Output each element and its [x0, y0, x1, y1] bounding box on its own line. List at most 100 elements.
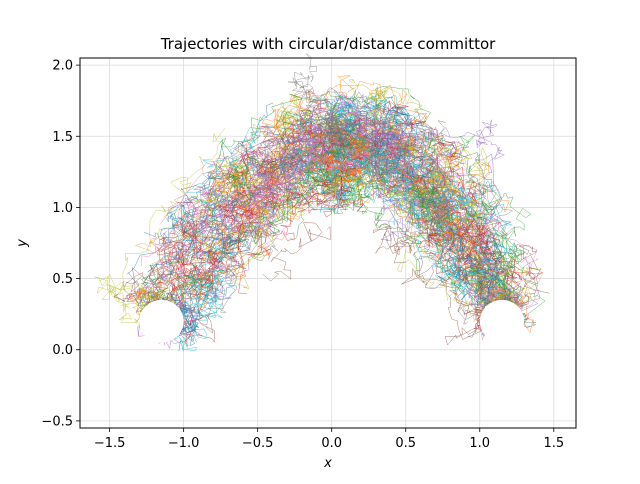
- trajectory-line: [348, 195, 428, 277]
- trajectory-line: [478, 179, 518, 277]
- trajectory-line: [186, 126, 326, 264]
- plot-frame: [79, 57, 577, 429]
- y-axis-label: y: [15, 239, 30, 248]
- trajectory-line: [261, 150, 305, 196]
- trajectory-line: [262, 222, 331, 282]
- trajectory-line: [434, 211, 519, 302]
- trajectory-line: [129, 239, 203, 318]
- trajectory-line: [94, 273, 152, 324]
- x-tick-label: −1.5: [94, 436, 126, 451]
- y-tick-label: 0.5: [52, 272, 73, 287]
- trajectory-line: [154, 185, 288, 341]
- trajectory-line: [328, 164, 373, 212]
- trajectory-line: [453, 219, 500, 313]
- trajectory-line: [238, 215, 295, 295]
- trajectory-line: [308, 176, 351, 218]
- trajectory-line: [354, 127, 418, 191]
- trajectory-line: [373, 220, 419, 264]
- trajectory-line: [287, 53, 327, 105]
- x-tick-label: −1.0: [168, 436, 200, 451]
- trajectory-line: [415, 157, 540, 334]
- trajectory-line: [252, 132, 335, 173]
- trajectory-line: [385, 165, 476, 296]
- x-tick-label: 0.5: [395, 436, 416, 451]
- trajectory-line: [414, 212, 469, 244]
- trajectory-line: [254, 130, 371, 213]
- trajectory-line: [219, 105, 371, 180]
- y-tick-label: 1.0: [52, 201, 73, 216]
- trajectory-line: [96, 128, 226, 300]
- trajectory-line: [248, 110, 397, 166]
- trajectory-line: [374, 185, 414, 241]
- trajectory-line: [252, 98, 411, 176]
- y-tick-label: 2.0: [52, 59, 73, 74]
- trajectory-line: [238, 185, 283, 235]
- trajectory-line: [235, 105, 330, 189]
- trajectory-line: [189, 228, 246, 310]
- y-tick-label: 1.5: [52, 130, 73, 145]
- trajectory-line: [232, 160, 313, 209]
- trajectory-line: [434, 264, 481, 296]
- trajectory-line: [186, 171, 234, 242]
- trajectory-line: [321, 122, 354, 157]
- trajectory-line: [443, 195, 505, 333]
- trajectory-line: [451, 167, 509, 283]
- trajectory-line: [212, 173, 248, 204]
- trajectory-line: [259, 137, 381, 212]
- trajectory-line: [144, 195, 199, 246]
- trajectory-line: [276, 86, 431, 128]
- trajectory-line: [190, 223, 238, 258]
- trajectory-line: [455, 187, 509, 260]
- trajectory-line: [347, 78, 473, 166]
- trajectory-line: [323, 113, 376, 159]
- trajectory-line: [327, 103, 369, 142]
- trajectory-line: [381, 100, 479, 205]
- trajectory-line: [149, 199, 240, 283]
- trajectory-line: [181, 265, 229, 352]
- trajectory-line: [271, 134, 353, 183]
- trajectory-line: [190, 248, 225, 306]
- trajectory-line: [443, 233, 506, 298]
- trajectory-line: [131, 176, 242, 313]
- trajectory-line: [215, 181, 279, 224]
- trajectory-line: [495, 248, 518, 312]
- trajectory-line: [316, 100, 473, 183]
- trajectory-line: [169, 300, 204, 347]
- trajectory-line: [422, 155, 478, 223]
- x-tick-label: 1.5: [543, 436, 564, 451]
- trajectory-line: [215, 90, 359, 175]
- trajectory-line: [389, 199, 449, 301]
- trajectory-line: [259, 153, 310, 207]
- trajectory-line: [451, 119, 506, 193]
- trajectory-line: [326, 127, 437, 188]
- trajectory-line: [251, 120, 321, 178]
- x-tick-label: −0.5: [242, 436, 274, 451]
- trajectory-line: [396, 170, 468, 232]
- trajectory-line: [292, 167, 364, 215]
- trajectory-line: [432, 166, 482, 269]
- trajectory-line: [402, 166, 504, 316]
- trajectory-line: [185, 143, 265, 196]
- y-tick-label: −0.5: [41, 414, 73, 429]
- trajectory-line: [207, 180, 281, 266]
- trajectory-line: [170, 255, 244, 324]
- trajectory-line: [367, 165, 443, 235]
- trajectory-line: [198, 178, 276, 287]
- y-tick-label: 0.0: [52, 343, 73, 358]
- trajectory-line: [241, 164, 315, 235]
- left-basin-cutout: [139, 299, 184, 343]
- trajectory-line: [249, 96, 435, 150]
- trajectory-line: [362, 87, 406, 132]
- trajectory-line: [367, 100, 513, 255]
- trajectory-line: [210, 156, 334, 286]
- trajectory-line: [209, 103, 367, 200]
- trajectory-line: [170, 116, 264, 261]
- trajectory-line: [200, 192, 301, 290]
- tick-layer: −1.5 −1.0 −0.5 0.0 0.5 1.0 1.5 −0.5 0.0 0.5 1.0 1.5…: [41, 59, 564, 451]
- trajectory-line: [416, 185, 464, 278]
- x-tick-label: 1.0: [469, 436, 490, 451]
- chart-title: Trajectories with circular/distance comm…: [160, 35, 496, 53]
- trajectory-line: [141, 134, 294, 267]
